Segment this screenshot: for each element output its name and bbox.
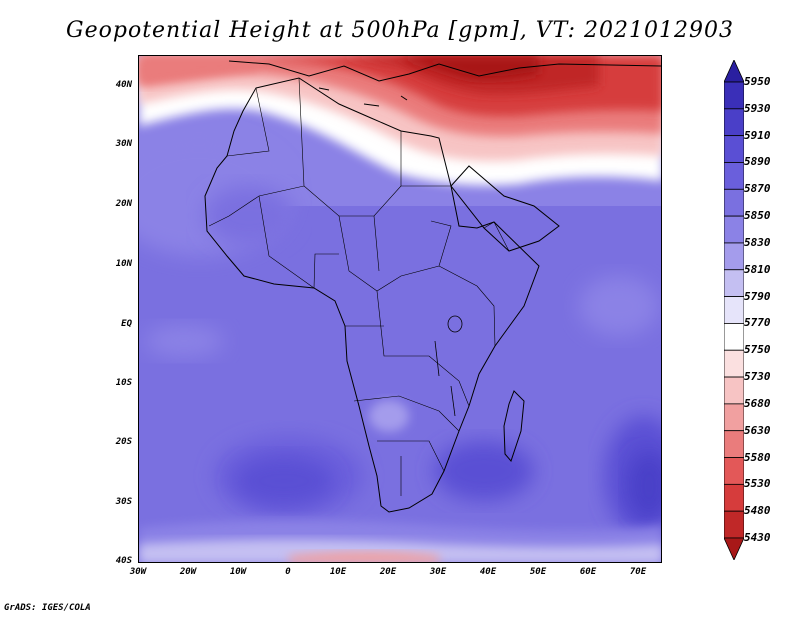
colorbar-label: 5680 [744, 396, 771, 410]
map-frame [138, 55, 662, 563]
coastlines [204, 60, 661, 513]
lat-label-eq: EQ [121, 319, 132, 329]
colorbar-label: 5580 [744, 450, 771, 464]
low-heights-south [139, 520, 661, 562]
lat-label-20s: 20S [115, 437, 132, 447]
colorbar-label: 5950 [744, 75, 771, 88]
lon-label-30e: 30E [429, 567, 447, 577]
map-canvas [139, 56, 661, 562]
colorbar-label: 5790 [744, 289, 771, 303]
lat-label-30n: 30N [115, 139, 132, 149]
lon-label-40e: 40E [479, 567, 497, 577]
colorbar-label: 5750 [744, 343, 771, 357]
colorbar-label: 5870 [744, 182, 771, 196]
madagascar-coastline [503, 390, 525, 462]
colorbar-label: 5910 [744, 128, 771, 142]
lon-label-10e: 10E [329, 567, 347, 577]
lakes [434, 315, 463, 417]
colorbar-box [724, 81, 744, 110]
colorbar-box [724, 269, 744, 297]
lon-label-70e: 70E [629, 567, 647, 577]
colorbar-box [724, 215, 744, 244]
colorbar-box [724, 323, 744, 351]
colorbar-label: 5430 [744, 531, 771, 544]
colorbar-top-arrow [724, 60, 744, 83]
colorbar-label: 5850 [744, 209, 771, 223]
mid-heights [139, 136, 659, 432]
europe-coastline [228, 60, 661, 82]
map-title: Geopotential Height at 500hPa [gpm], VT:… [66, 18, 734, 43]
colorbar-label: 5630 [744, 423, 771, 437]
colorbar-box [724, 296, 744, 324]
colorbar-box [724, 510, 744, 539]
colorbar-label: 5810 [744, 262, 771, 276]
colorbar-label: 5530 [744, 477, 771, 491]
colorbar-box [724, 349, 744, 378]
lat-label-20n: 20N [115, 199, 132, 209]
lat-label-30s: 30S [115, 497, 132, 507]
colorbar-box [724, 162, 744, 190]
lon-label-30w: 30W [129, 567, 147, 577]
colorbar-box [724, 108, 744, 137]
credit-text: GrADS: IGES/COLA [4, 603, 91, 613]
colorbar-bottom-arrow [724, 537, 744, 560]
high-heights-south [214, 416, 661, 536]
lat-label-10n: 10N [115, 259, 132, 269]
colorbar-box [724, 376, 744, 405]
lon-label-10w: 10W [229, 567, 247, 577]
colorbar-box [724, 188, 744, 217]
colorbar-label: 5730 [744, 370, 771, 384]
mediterranean-islands [318, 87, 408, 107]
lon-label-50e: 50E [529, 567, 547, 577]
lat-label-10s: 10S [115, 378, 132, 388]
lon-label-0: 0 [285, 567, 291, 577]
lon-label-20w: 20W [179, 567, 197, 577]
country-borders [208, 77, 510, 496]
colorbar-label: 5830 [744, 235, 771, 249]
colorbar-label: 5930 [744, 101, 771, 115]
lon-label-20e: 20E [379, 567, 397, 577]
colorbar-box [724, 403, 744, 432]
colorbar-label: 5890 [744, 155, 771, 169]
colorbar-box [724, 242, 744, 271]
colorbar-box [724, 135, 744, 163]
colorbar-label: 5770 [744, 316, 771, 330]
lat-label-40s: 40S [115, 556, 132, 566]
colorbar [724, 60, 744, 560]
colorbar-box [724, 483, 744, 512]
colorbar-box [724, 457, 744, 485]
arabia-coastline [450, 165, 560, 252]
lat-label-40n: 40N [115, 80, 132, 90]
colorbar-label: 5480 [744, 504, 771, 518]
lon-label-60e: 60E [579, 567, 597, 577]
colorbar-box [724, 430, 744, 458]
africa-coastline [204, 77, 540, 513]
